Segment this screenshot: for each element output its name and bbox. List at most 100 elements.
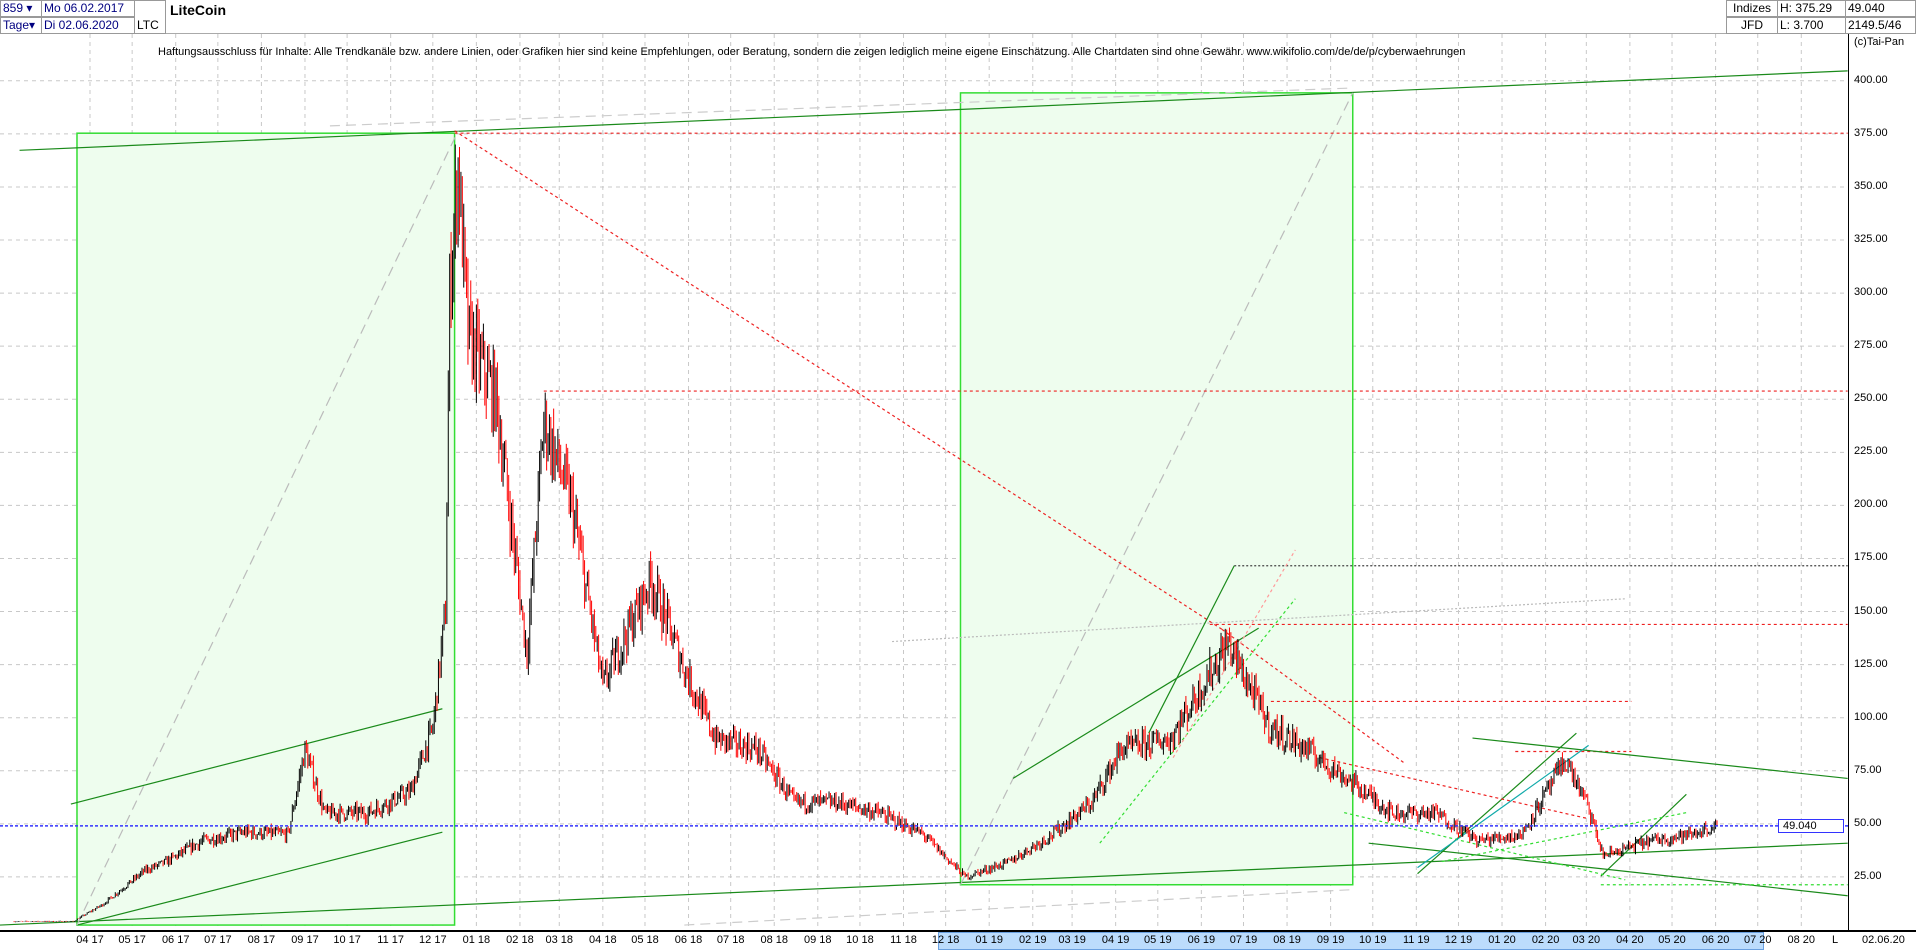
trend-line [70, 708, 443, 805]
trend-line [1600, 793, 1687, 877]
x-tick-label: 06 20 [1701, 934, 1730, 946]
trend-line [1012, 627, 1259, 779]
x-tick-label: 09 19 [1316, 934, 1345, 946]
y-tick-label: 275.00 [1854, 339, 1888, 352]
x-tick-label: 02 20 [1531, 934, 1560, 946]
x-tick-label: 05 20 [1658, 934, 1686, 946]
trend-line [1319, 757, 1589, 820]
y-tick-label: 225.00 [1854, 445, 1888, 458]
y-tick-label: 75.00 [1854, 763, 1882, 776]
copyright: (c)Tai-Pan [1854, 36, 1905, 48]
x-tick-label: 02 18 [506, 934, 534, 946]
x-tick-label: 04 19 [1101, 934, 1130, 946]
x-tick-label: 07 19 [1229, 934, 1258, 946]
y-tick-label: 100.00 [1854, 710, 1888, 723]
y-tick-label: 375.00 [1854, 126, 1888, 139]
y-tick-label: 175.00 [1854, 551, 1888, 564]
x-tick-label: 01 20 [1488, 934, 1516, 946]
x-tick-label: 06 17 [161, 934, 190, 946]
trend-line [684, 889, 1353, 926]
disclaimer: Haftungsausschluss für Inhalte: Alle Tre… [158, 46, 1466, 58]
x-tick-label: 02 19 [1018, 934, 1047, 946]
x-tick-label: 03 18 [545, 934, 574, 946]
bar-count-select[interactable]: 859 ▾ [0, 0, 42, 17]
x-tick-label: 10 19 [1358, 934, 1387, 946]
x-tick-label: 05 18 [631, 934, 659, 946]
x-tick-label: 07 18 [716, 934, 745, 946]
end-date[interactable]: Di 02.06.2020 [41, 17, 135, 34]
trend-line [892, 598, 1626, 643]
trend-line [1472, 737, 1848, 780]
y-tick-label: 200.00 [1854, 498, 1888, 511]
chart-title: LiteCoin [170, 2, 226, 18]
x-tick-label: 11 18 [890, 934, 917, 946]
x-tick-label: 01 18 [462, 934, 491, 946]
x-tick-label: 09 18 [804, 934, 832, 946]
x-tick-label: 07 17 [204, 934, 232, 946]
time-axis-highlight[interactable] [938, 932, 1764, 950]
y-tick-label: 125.00 [1854, 657, 1888, 670]
trend-line [1344, 812, 1626, 881]
trend-line [1099, 598, 1296, 844]
x-tick-label: 03 19 [1058, 934, 1086, 946]
x-tick-label: 10 17 [333, 934, 361, 946]
trend-line [76, 130, 459, 926]
x-tick-label: 08 18 [760, 934, 788, 946]
x-tick-label: 12 19 [1444, 934, 1473, 946]
x-tick-label: 07 20 [1743, 934, 1772, 946]
trend-line [19, 70, 1848, 151]
trend-line [76, 831, 443, 926]
x-tick-label: 03 20 [1572, 934, 1601, 946]
y-tick-label: 50.00 [1854, 816, 1882, 829]
chart-header: 859 ▾ Tage▾ Mo 06.02.2017 Di 02.06.2020 … [0, 0, 1916, 34]
low-value: L: 3.700 [1777, 17, 1846, 34]
period-select[interactable]: Tage▾ [0, 17, 42, 34]
trend-line [329, 87, 1353, 127]
trend-line [1148, 565, 1235, 734]
current-price-label: 49.040 [1778, 818, 1844, 833]
y-tick-label: 300.00 [1854, 286, 1888, 299]
y-tick-label: 150.00 [1854, 604, 1888, 617]
symbol: LTC [134, 0, 166, 34]
scale-mode-button[interactable]: L [1832, 934, 1839, 946]
y-tick-label: 250.00 [1854, 392, 1888, 405]
x-tick-label: 09 17 [291, 934, 319, 946]
info-value: 2149.5/46 [1845, 17, 1916, 34]
trend-line [454, 130, 1223, 630]
trend-line [1172, 549, 1296, 758]
y-tick-label: 325.00 [1854, 233, 1888, 246]
x-tick-label: 11 17 [377, 934, 405, 946]
x-tick-label: 04 18 [589, 934, 617, 946]
source: JFD [1726, 17, 1778, 34]
y-tick-label: 25.00 [1854, 869, 1882, 882]
x-tick-label: 08 17 [247, 934, 276, 946]
category: Indizes [1726, 0, 1778, 17]
x-tick-label: 11 19 [1402, 934, 1430, 946]
x-tick-label: 06 18 [674, 934, 703, 946]
trend-line [1221, 628, 1406, 765]
trend-line [0, 842, 1848, 926]
x-tick-label: 10 18 [846, 934, 874, 946]
x-tick-label: 12 17 [419, 934, 447, 946]
analysis-box [76, 132, 456, 926]
start-date[interactable]: Mo 06.02.2017 [41, 0, 135, 17]
y-tick-label: 400.00 [1854, 73, 1888, 86]
last-value: 49.040 [1845, 0, 1916, 17]
period: Tage [3, 18, 30, 32]
price-axis [1848, 34, 1916, 930]
x-tick-label: 05 19 [1144, 934, 1172, 946]
x-tick-label: 08 19 [1273, 934, 1301, 946]
x-tick-label: 04 20 [1616, 934, 1644, 946]
x-tick-label: 06 19 [1187, 934, 1216, 946]
x-tick-label: 08 20 [1787, 934, 1816, 946]
footer-end-date: 02.06.20 [1862, 934, 1905, 946]
x-tick-label: 12 18 [931, 934, 960, 946]
x-tick-label: 04 17 [76, 934, 104, 946]
trend-line [959, 92, 1354, 885]
x-tick-label: 01 19 [975, 934, 1003, 946]
trend-line [1417, 732, 1577, 875]
y-tick-label: 350.00 [1854, 179, 1888, 192]
high-value: H: 375.29 [1777, 0, 1846, 17]
x-tick-label: 05 17 [118, 934, 146, 946]
